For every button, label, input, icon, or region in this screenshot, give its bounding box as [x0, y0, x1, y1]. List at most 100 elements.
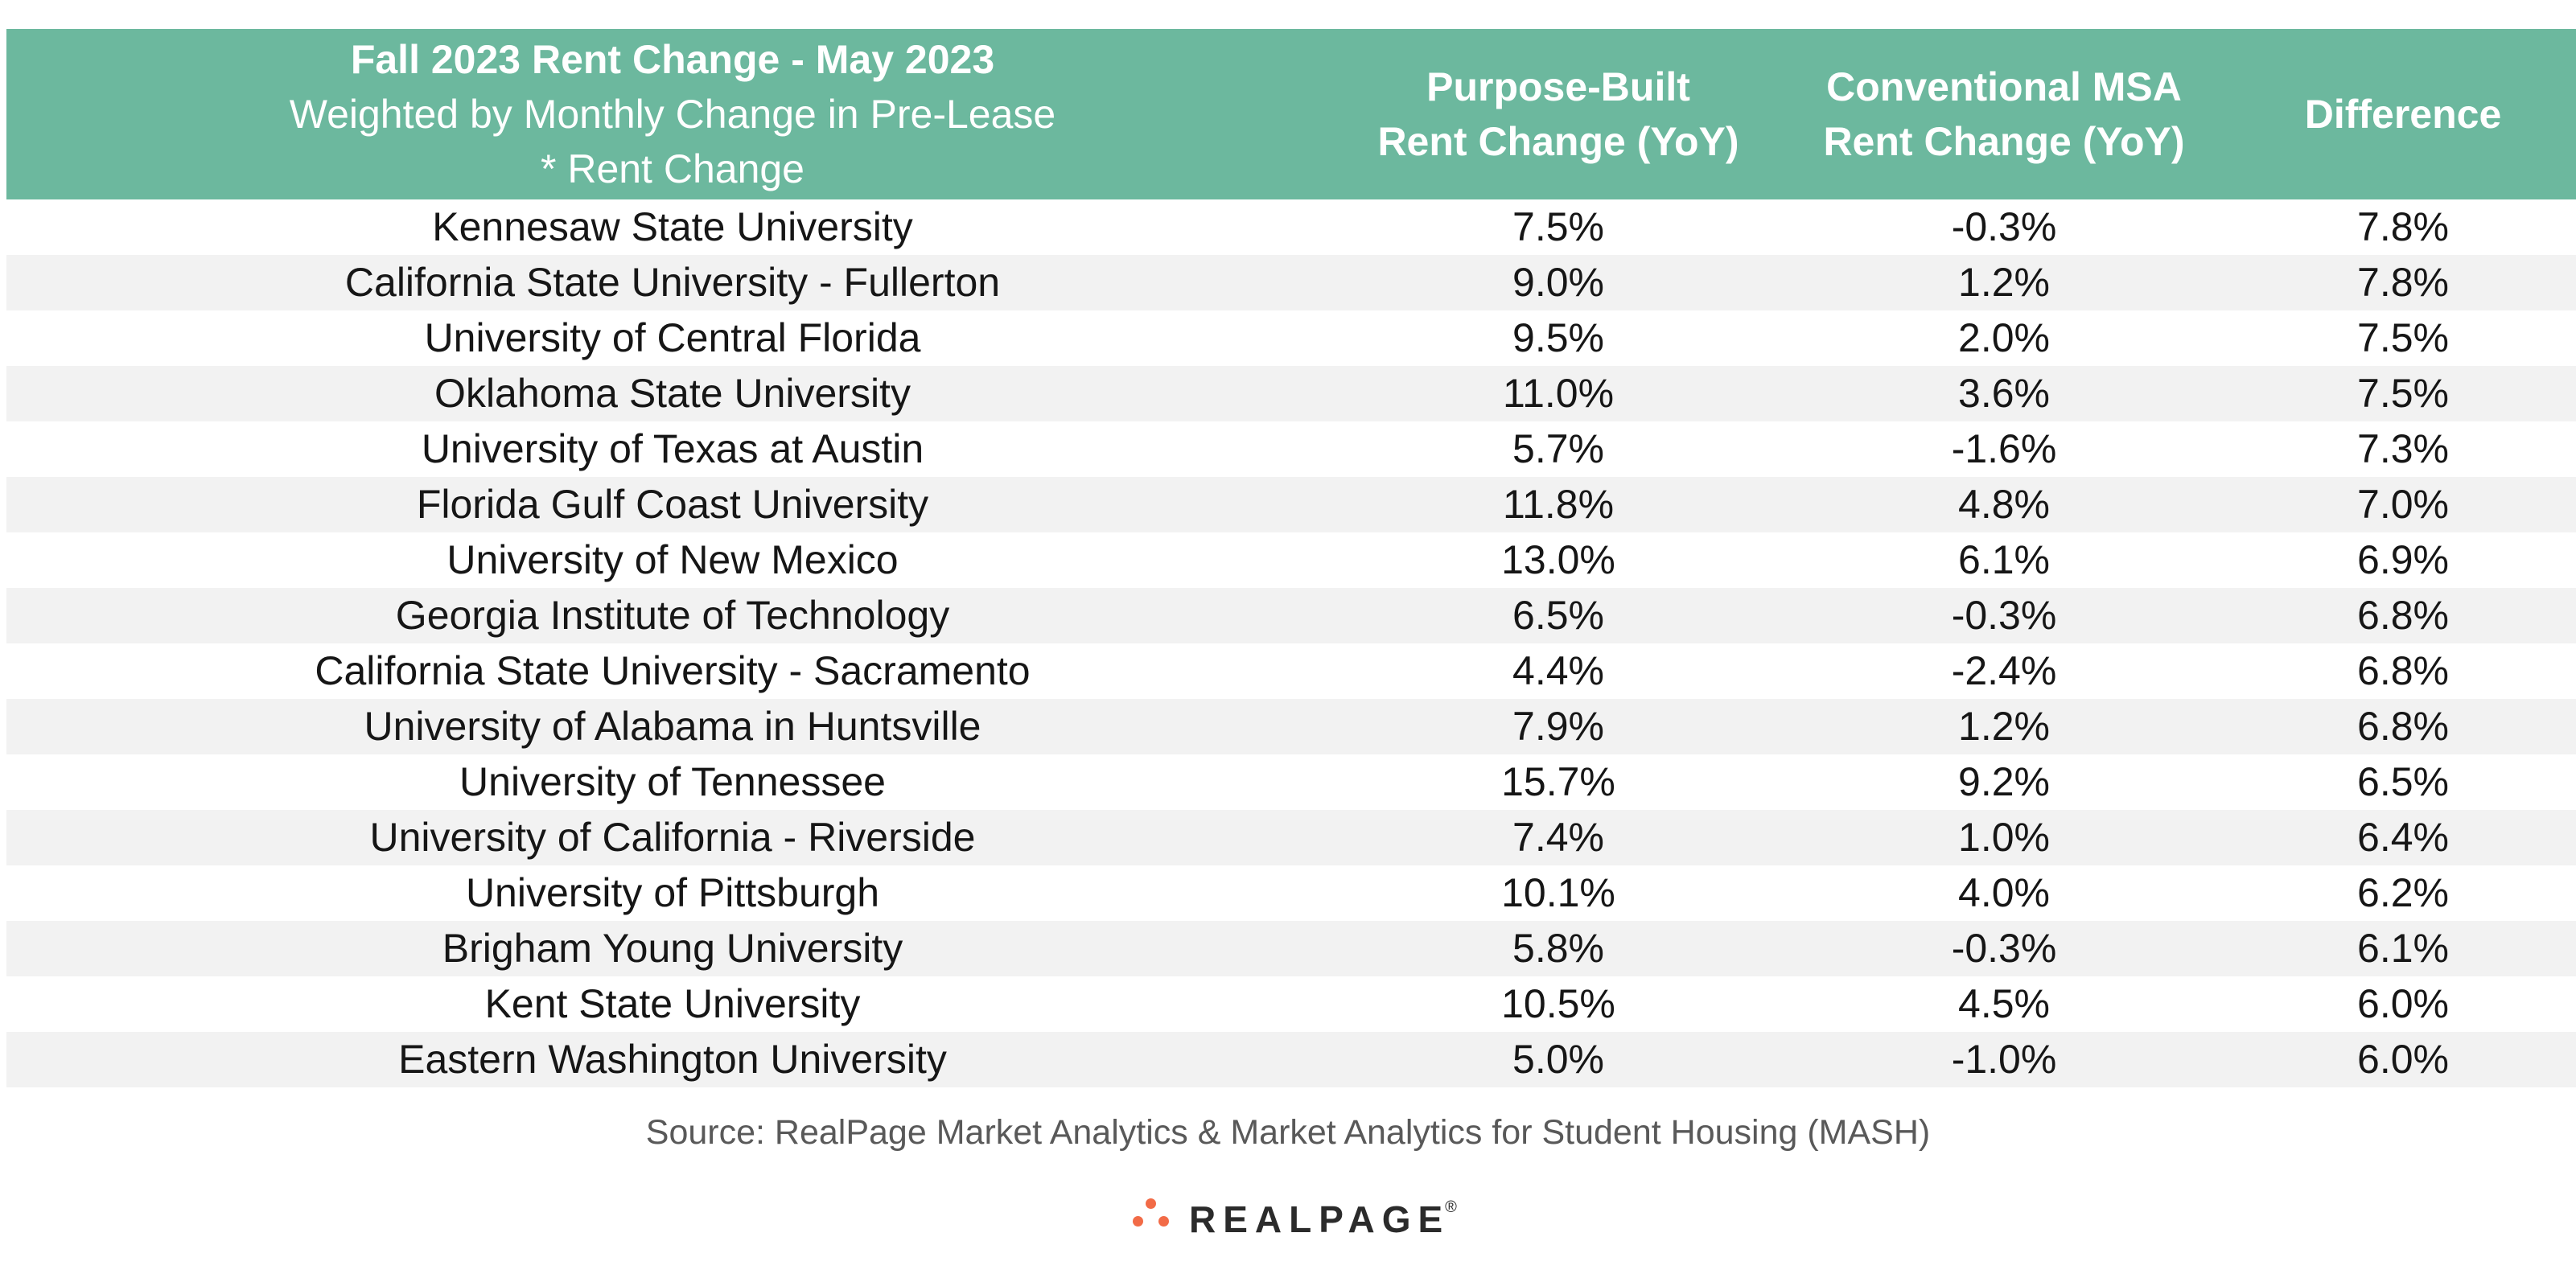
cell-purpose-built: 7.9%: [1339, 699, 1778, 754]
cell-school: Georgia Institute of Technology: [6, 588, 1339, 643]
table-row: University of Pittsburgh 10.1% 4.0% 6.2%: [6, 865, 2576, 921]
cell-school: Florida Gulf Coast University: [6, 477, 1339, 532]
header-purpose-built-line2: Rent Change (YoY): [1377, 119, 1739, 164]
cell-school: Oklahoma State University: [6, 366, 1339, 421]
cell-purpose-built: 6.5%: [1339, 588, 1778, 643]
cell-purpose-built: 11.8%: [1339, 477, 1778, 532]
table-row: University of Central Florida 9.5% 2.0% 7.5…: [6, 310, 2576, 366]
cell-difference: 7.8%: [2230, 199, 2576, 255]
cell-purpose-built: 9.5%: [1339, 310, 1778, 366]
cell-conventional: -0.3%: [1778, 588, 2230, 643]
header-conventional-line2: Rent Change (YoY): [1823, 119, 2185, 164]
header-difference: Difference: [2230, 29, 2576, 199]
cell-purpose-built: 15.7%: [1339, 754, 1778, 810]
cell-purpose-built: 13.0%: [1339, 532, 1778, 588]
table-header: Fall 2023 Rent Change - May 2023 Weighte…: [6, 29, 2576, 199]
cell-school: University of New Mexico: [6, 532, 1339, 588]
cell-difference: 7.3%: [2230, 421, 2576, 477]
cell-difference: 6.8%: [2230, 588, 2576, 643]
cell-difference: 7.5%: [2230, 310, 2576, 366]
cell-purpose-built: 5.0%: [1339, 1032, 1778, 1087]
cell-conventional: 3.6%: [1778, 366, 2230, 421]
table-row: California State University - Sacramento…: [6, 643, 2576, 699]
header-purpose-built: Purpose-Built Rent Change (YoY): [1339, 29, 1778, 199]
cell-purpose-built: 5.7%: [1339, 421, 1778, 477]
rent-change-table-container: Fall 2023 Rent Change - May 2023 Weighte…: [6, 29, 2576, 1087]
table-row: University of New Mexico 13.0% 6.1% 6.9%: [6, 532, 2576, 588]
cell-difference: 6.0%: [2230, 976, 2576, 1032]
cell-conventional: 4.0%: [1778, 865, 2230, 921]
source-note: Source: RealPage Market Analytics & Mark…: [645, 1113, 1931, 1152]
cell-school: Kennesaw State University: [6, 199, 1339, 255]
cell-conventional: 1.2%: [1778, 699, 2230, 754]
cell-conventional: -2.4%: [1778, 643, 2230, 699]
table-row: Kennesaw State University 7.5% -0.3% 7.8%: [6, 199, 2576, 255]
cell-school: Kent State University: [6, 976, 1339, 1032]
cell-conventional: 9.2%: [1778, 754, 2230, 810]
cell-school: Brigham Young University: [6, 921, 1339, 976]
table-row: Eastern Washington University 5.0% -1.0% 6.…: [6, 1032, 2576, 1087]
table-row: University of Alabama in Huntsville 7.9% 1…: [6, 699, 2576, 754]
cell-school: California State University - Fullerton: [6, 255, 1339, 310]
header-purpose-built-line1: Purpose-Built: [1426, 64, 1690, 109]
cell-school: University of Central Florida: [6, 310, 1339, 366]
cell-purpose-built: 10.5%: [1339, 976, 1778, 1032]
header-conventional-line1: Conventional MSA: [1826, 64, 2182, 109]
table-row: University of Tennessee 15.7% 9.2% 6.5%: [6, 754, 2576, 810]
table-row: University of Texas at Austin 5.7% -1.6% 7.…: [6, 421, 2576, 477]
cell-school: University of Alabama in Huntsville: [6, 699, 1339, 754]
logo-wordmark: REALPAGE: [1189, 1198, 1451, 1240]
cell-difference: 6.1%: [2230, 921, 2576, 976]
cell-difference: 6.5%: [2230, 754, 2576, 810]
cell-conventional: -1.6%: [1778, 421, 2230, 477]
cell-difference: 6.4%: [2230, 810, 2576, 865]
cell-school: Eastern Washington University: [6, 1032, 1339, 1087]
cell-purpose-built: 5.8%: [1339, 921, 1778, 976]
cell-difference: 7.0%: [2230, 477, 2576, 532]
cell-purpose-built: 4.4%: [1339, 643, 1778, 699]
table-row: University of California - Riverside 7.4%…: [6, 810, 2576, 865]
cell-conventional: 1.0%: [1778, 810, 2230, 865]
table-body: Kennesaw State University 7.5% -0.3% 7.8% Ca…: [6, 199, 2576, 1087]
cell-difference: 6.2%: [2230, 865, 2576, 921]
cell-purpose-built: 10.1%: [1339, 865, 1778, 921]
header-difference-label: Difference: [2304, 92, 2502, 137]
cell-purpose-built: 7.4%: [1339, 810, 1778, 865]
header-school-title: Fall 2023 Rent Change - May 2023: [350, 37, 995, 82]
cell-conventional: 2.0%: [1778, 310, 2230, 366]
cell-conventional: 6.1%: [1778, 532, 2230, 588]
realpage-dots-icon: [1126, 1197, 1175, 1242]
cell-difference: 6.8%: [2230, 643, 2576, 699]
cell-conventional: -0.3%: [1778, 921, 2230, 976]
cell-conventional: 4.8%: [1778, 477, 2230, 532]
cell-difference: 7.5%: [2230, 366, 2576, 421]
cell-purpose-built: 11.0%: [1339, 366, 1778, 421]
table-row: Georgia Institute of Technology 6.5% -0.3%…: [6, 588, 2576, 643]
cell-school: University of Texas at Austin: [6, 421, 1339, 477]
cell-purpose-built: 9.0%: [1339, 255, 1778, 310]
cell-school: University of Pittsburgh: [6, 865, 1339, 921]
table-row: Oklahoma State University 11.0% 3.6% 7.5%: [6, 366, 2576, 421]
cell-difference: 6.0%: [2230, 1032, 2576, 1087]
realpage-logo: REALPAGE ®: [1126, 1195, 1457, 1243]
rent-change-table: Fall 2023 Rent Change - May 2023 Weighte…: [6, 29, 2576, 1087]
header-school: Fall 2023 Rent Change - May 2023 Weighte…: [6, 29, 1339, 199]
header-row: Fall 2023 Rent Change - May 2023 Weighte…: [6, 29, 2576, 199]
header-school-subtitle-1: Weighted by Monthly Change in Pre-Lease: [289, 92, 1056, 137]
header-school-subtitle-2: * Rent Change: [540, 146, 804, 191]
table-row: California State University - Fullerton 9…: [6, 255, 2576, 310]
cell-school: California State University - Sacramento: [6, 643, 1339, 699]
table-row: Kent State University 10.5% 4.5% 6.0%: [6, 976, 2576, 1032]
cell-school: University of California - Riverside: [6, 810, 1339, 865]
table-row: Brigham Young University 5.8% -0.3% 6.1%: [6, 921, 2576, 976]
cell-school: University of Tennessee: [6, 754, 1339, 810]
header-conventional: Conventional MSA Rent Change (YoY): [1778, 29, 2230, 199]
cell-conventional: -1.0%: [1778, 1032, 2230, 1087]
cell-difference: 6.9%: [2230, 532, 2576, 588]
cell-conventional: 4.5%: [1778, 976, 2230, 1032]
table-row: Florida Gulf Coast University 11.8% 4.8% 7.…: [6, 477, 2576, 532]
logo-trademark: ®: [1445, 1198, 1457, 1216]
cell-difference: 7.8%: [2230, 255, 2576, 310]
cell-conventional: 1.2%: [1778, 255, 2230, 310]
cell-conventional: -0.3%: [1778, 199, 2230, 255]
